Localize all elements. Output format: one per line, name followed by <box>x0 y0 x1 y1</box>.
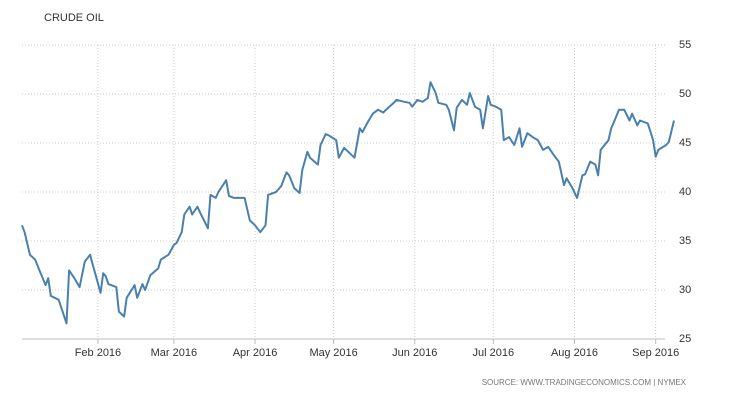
x-tick-label: Aug 2016 <box>551 347 598 359</box>
x-tick-label: Mar 2016 <box>151 347 197 359</box>
x-tick-label: Feb 2016 <box>75 347 121 359</box>
x-tick-label: Sep 2016 <box>632 347 679 359</box>
y-tick-label: 40 <box>679 186 691 198</box>
source: SOURCE: WWW.TRADINGECONOMICS.COM | NYMEX <box>482 378 687 387</box>
x-tick-label: May 2016 <box>309 347 357 359</box>
y-tick-label: 30 <box>679 284 691 296</box>
x-tick-label: Apr 2016 <box>233 347 278 359</box>
y-tick-label: 50 <box>679 88 691 100</box>
y-tick-label: 35 <box>679 235 691 247</box>
x-tick-label: Jul 2016 <box>473 347 515 359</box>
line <box>21 81 675 325</box>
chart-title: CRUDE OIL <box>44 12 104 24</box>
y-tick-label: 55 <box>679 39 691 51</box>
y-tick-label: 45 <box>679 137 691 149</box>
x-tick-label: Jun 2016 <box>392 347 437 359</box>
y-tick-label: 25 <box>679 333 691 345</box>
